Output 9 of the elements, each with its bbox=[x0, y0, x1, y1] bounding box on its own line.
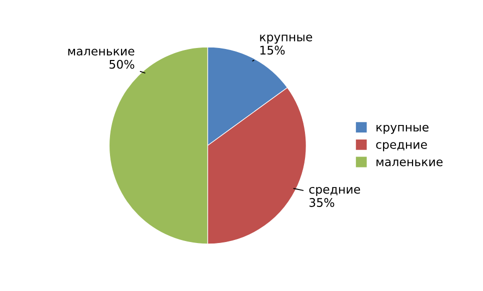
data-label: 50% bbox=[110, 60, 134, 69]
data-label: 15% bbox=[260, 46, 285, 55]
slice-label: средние bbox=[309, 186, 360, 196]
slice-label: крупные bbox=[260, 34, 312, 44]
legend-label: маленькие bbox=[376, 159, 443, 166]
slice-label: маленькие bbox=[68, 48, 134, 56]
legend-label: средние bbox=[376, 142, 427, 152]
data-label: 35% bbox=[310, 198, 334, 207]
legend-label: крупные bbox=[376, 124, 428, 134]
